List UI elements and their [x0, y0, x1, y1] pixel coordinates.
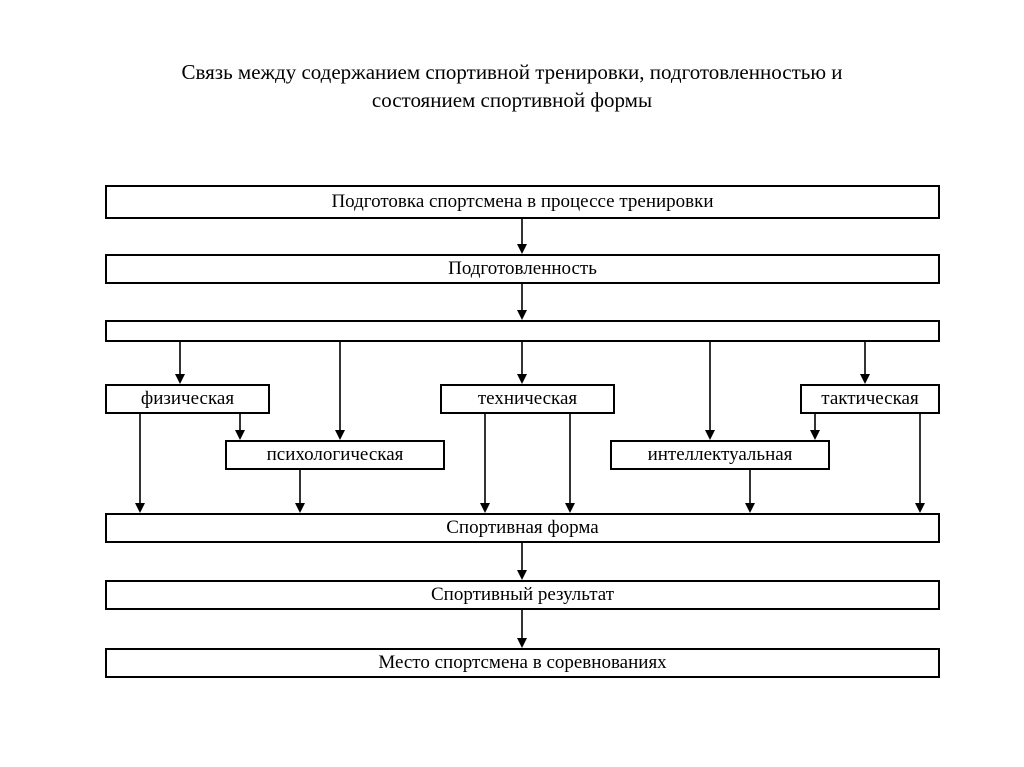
box-label: психологическая [267, 444, 404, 466]
box-label: тактическая [821, 388, 918, 410]
box-label: Место спортсмена в соревнованиях [378, 652, 666, 674]
box-distribution-bar [105, 320, 940, 342]
diagram-title: Связь между содержанием спортивной трени… [0, 58, 1024, 115]
box-label: физическая [141, 388, 234, 410]
box-label: техническая [478, 388, 577, 410]
title-line-2: состоянием спортивной формы [372, 88, 652, 112]
box-preparedness: Подготовленность [105, 254, 940, 284]
box-label: интеллектуальная [648, 444, 793, 466]
box-physical: физическая [105, 384, 270, 414]
box-sports-result: Спортивный результат [105, 580, 940, 610]
box-tactical: тактическая [800, 384, 940, 414]
box-competition-rank: Место спортсмена в соревнованиях [105, 648, 940, 678]
box-technical: техническая [440, 384, 615, 414]
box-sports-form: Спортивная форма [105, 513, 940, 543]
box-label: Спортивный результат [431, 584, 614, 606]
title-line-1: Связь между содержанием спортивной трени… [181, 60, 842, 84]
box-label: Спортивная форма [446, 517, 598, 539]
box-label: Подготовка спортсмена в процессе трениро… [331, 191, 713, 213]
box-label: Подготовленность [448, 258, 597, 280]
box-psychological: психологическая [225, 440, 445, 470]
box-intellectual: интеллектуальная [610, 440, 830, 470]
page: Связь между содержанием спортивной трени… [0, 0, 1024, 767]
box-training-preparation: Подготовка спортсмена в процессе трениро… [105, 185, 940, 219]
